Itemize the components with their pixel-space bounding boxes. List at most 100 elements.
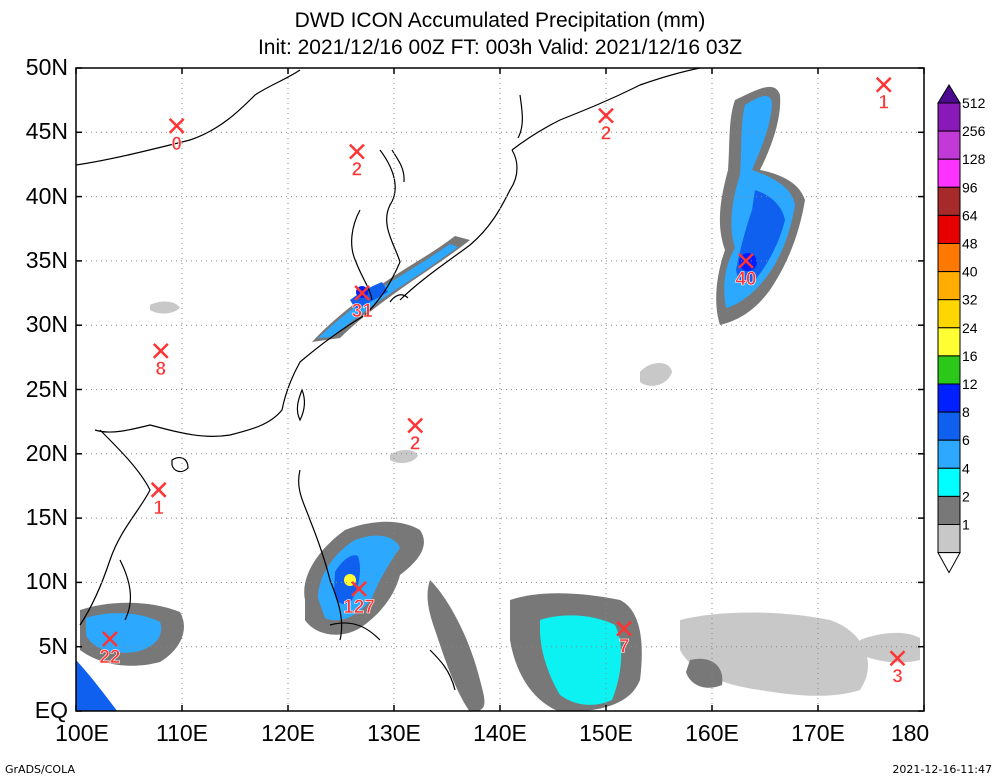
marker-value: 7 bbox=[619, 637, 630, 658]
precip-marker: 40 bbox=[735, 253, 757, 290]
marker-value: 22 bbox=[99, 647, 120, 668]
colorbar-level-label: 2 bbox=[962, 488, 970, 504]
marker-value: 1 bbox=[153, 498, 164, 519]
colorbar-level-label: 256 bbox=[962, 123, 986, 139]
colorbar-level-label: 512 bbox=[962, 95, 986, 111]
precip-marker: 22 bbox=[99, 631, 121, 668]
marker-cross bbox=[738, 253, 754, 269]
colorbar-level-label: 32 bbox=[962, 292, 978, 308]
colorbar-swatch bbox=[937, 102, 961, 132]
precip-marker: 1 bbox=[875, 76, 892, 114]
colorbar-swatch bbox=[937, 158, 961, 188]
colorbar-level-label: 96 bbox=[962, 179, 978, 195]
latitude-label: 50N bbox=[25, 54, 68, 80]
colorbar-level-label: 40 bbox=[962, 264, 978, 280]
colorbar-level-label: 6 bbox=[962, 432, 970, 448]
colorbar-swatch bbox=[937, 411, 961, 441]
map-title: DWD ICON Accumulated Precipitation (mm) bbox=[294, 9, 706, 32]
colorbar-level-label: 24 bbox=[962, 320, 978, 336]
longitude-label: 160E bbox=[685, 720, 739, 746]
precip-marker: 2 bbox=[349, 143, 365, 181]
colorbar-swatch bbox=[937, 271, 961, 301]
marker-cross bbox=[875, 76, 892, 93]
colorbar-swatch bbox=[937, 439, 961, 469]
marker-cross bbox=[152, 343, 169, 359]
marker-value: 40 bbox=[735, 269, 756, 290]
colorbar-swatch bbox=[937, 299, 961, 329]
latitude-label: 10N bbox=[25, 568, 68, 595]
marker-cross bbox=[349, 143, 365, 160]
longitude-label: 100E bbox=[55, 720, 109, 746]
precip-marker: 8 bbox=[152, 343, 169, 380]
colorbar-level-label: 48 bbox=[962, 236, 978, 252]
colorbar-cap-bottom bbox=[937, 552, 961, 574]
colorbar-level-label: 128 bbox=[962, 151, 986, 167]
longitude-label: 130E bbox=[367, 720, 421, 746]
longitude-label: 180 bbox=[890, 720, 930, 746]
precipitation-shading bbox=[76, 86, 920, 711]
marker-value: 0 bbox=[171, 134, 182, 155]
marker-value: 2 bbox=[352, 160, 363, 181]
marker-cross bbox=[354, 285, 371, 301]
colorbar-level-label: 16 bbox=[962, 348, 978, 364]
colorbar-level-label: 8 bbox=[962, 404, 970, 420]
coastlines bbox=[76, 68, 701, 691]
marker-cross bbox=[407, 417, 424, 434]
marker-cross bbox=[598, 107, 614, 124]
colorbar-level-label: 12 bbox=[962, 376, 978, 392]
marker-cross bbox=[150, 481, 167, 498]
longitude-label: 150E bbox=[579, 720, 633, 746]
colorbar-swatch bbox=[937, 383, 961, 413]
colorbar-level-label: 1 bbox=[962, 517, 970, 533]
colorbar-swatch bbox=[937, 214, 961, 244]
marker-cross bbox=[102, 631, 118, 647]
axis-ticks bbox=[75, 67, 925, 712]
marker-cross bbox=[889, 650, 906, 667]
colorbar-swatch bbox=[937, 186, 961, 216]
precip-marker: 0 bbox=[168, 117, 185, 155]
latitude-label: 5N bbox=[38, 632, 68, 659]
marker-value: 2 bbox=[410, 434, 421, 455]
footer-timestamp: 2021-12-16-11:47 bbox=[892, 763, 992, 776]
precip-marker: 3 bbox=[889, 650, 906, 688]
colorbar-swatch bbox=[937, 467, 961, 497]
precip-marker: 2 bbox=[407, 417, 424, 455]
colorbar-level-label: 4 bbox=[962, 460, 970, 476]
lat-lon-grid bbox=[76, 68, 924, 711]
marker-value: 2 bbox=[601, 124, 612, 145]
marker-cross bbox=[351, 580, 367, 597]
map-subtitle: Init: 2021/12/16 00Z FT: 003h Valid: 202… bbox=[257, 36, 743, 59]
marker-value: 3 bbox=[892, 666, 903, 687]
colorbar-swatch bbox=[937, 130, 961, 160]
precip-marker: 1 bbox=[150, 481, 167, 519]
latitude-label: 20N bbox=[25, 439, 68, 466]
colorbar-swatch bbox=[937, 327, 961, 357]
precip-marker: 31 bbox=[351, 285, 374, 322]
latitude-label: EQ bbox=[34, 697, 68, 723]
longitude-label: 120E bbox=[261, 720, 315, 746]
colorbar-level-label: 64 bbox=[962, 207, 978, 223]
marker-value: 127 bbox=[343, 597, 375, 618]
latitude-label: 25N bbox=[25, 375, 68, 402]
colorbar-swatch bbox=[937, 495, 961, 525]
latitude-label: 35N bbox=[25, 246, 68, 273]
precip-marker: 2 bbox=[598, 107, 614, 145]
colorbar-swatch bbox=[937, 524, 961, 554]
longitude-label: 110E bbox=[155, 720, 209, 746]
latitude-label: 45N bbox=[25, 118, 68, 145]
precip-marker: 7 bbox=[616, 620, 632, 658]
precip-marker: 127 bbox=[343, 580, 375, 618]
longitude-label: 170E bbox=[791, 720, 845, 746]
latitude-label: 40N bbox=[25, 182, 68, 209]
footer-left: GrADS/COLA bbox=[5, 763, 75, 776]
marker-cross bbox=[168, 117, 185, 134]
colorbar-swatch bbox=[937, 355, 961, 385]
colorbar-swatch bbox=[937, 243, 961, 273]
marker-value: 31 bbox=[352, 301, 374, 322]
colorbar-cap-top bbox=[937, 84, 961, 104]
marker-value: 8 bbox=[156, 359, 167, 380]
marker-cross bbox=[616, 620, 632, 637]
